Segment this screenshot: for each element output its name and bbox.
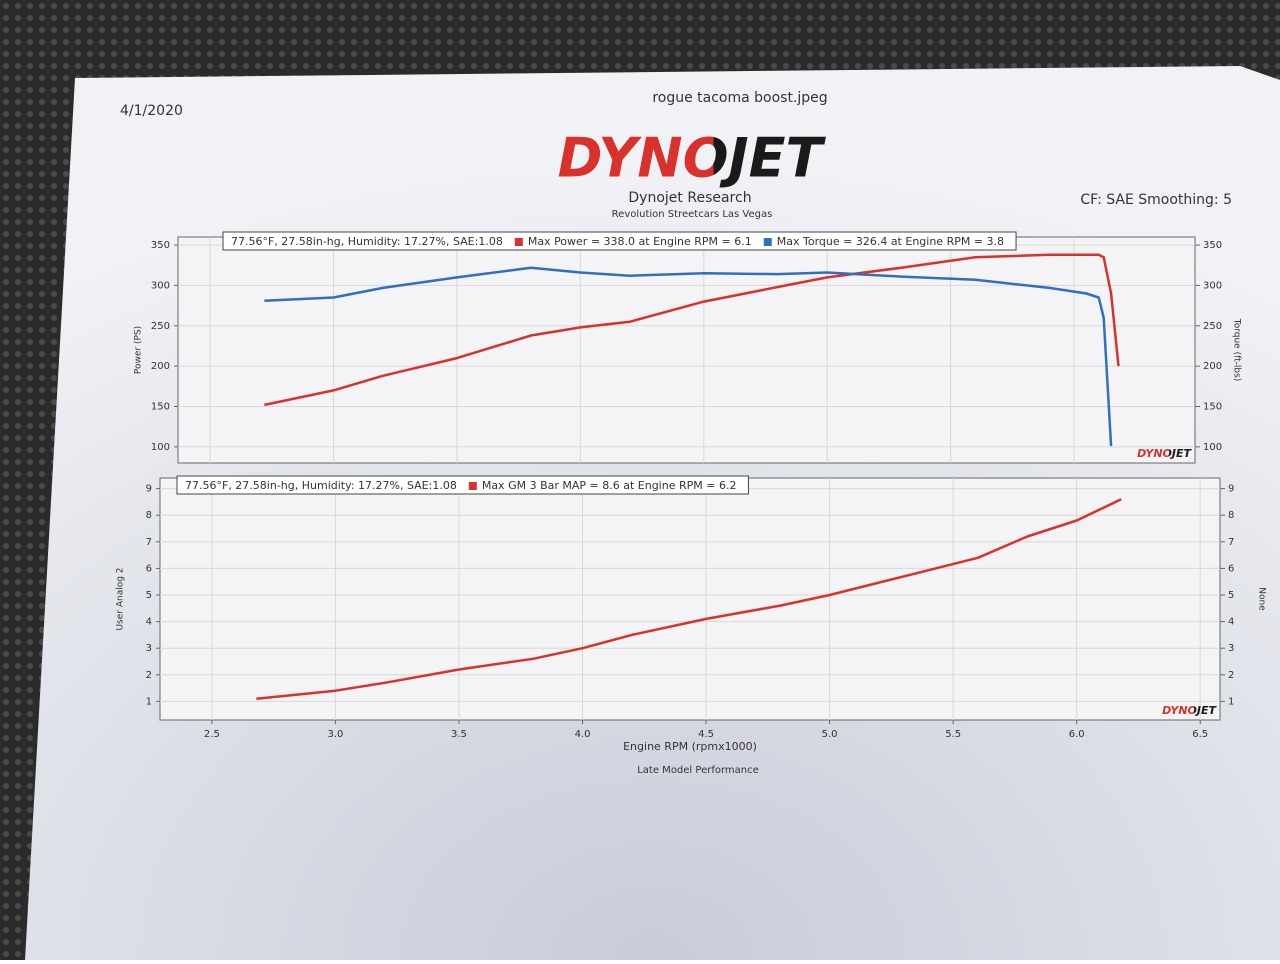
profile: Late Model Performance: [637, 765, 759, 776]
legend-entry: Max Power = 338.0 at Engine RPM = 6.1: [528, 235, 752, 248]
x-tick-label: 6.0: [1069, 729, 1085, 740]
y-tick-label: 5: [146, 590, 152, 601]
legend-header: 77.56°F, 27.58in-hg, Humidity: 17.27%, S…: [231, 235, 503, 248]
legend-swatch: [763, 238, 772, 246]
y2-tick-label: 6: [1228, 563, 1234, 574]
filename: rogue tacoma boost.jpeg: [652, 90, 827, 106]
x-tick-label: 5.0: [822, 729, 838, 740]
y2-tick-label: 4: [1228, 617, 1234, 628]
logo: DYNOJET: [558, 127, 827, 190]
company: Dynojet Research: [628, 190, 751, 206]
series-line: [264, 253, 1120, 407]
y2-tick-label: 300: [1203, 280, 1222, 291]
y2-tick-label: 350: [1203, 240, 1222, 251]
y-tick-label: 4: [146, 617, 152, 628]
legend-entry: Max Torque = 326.4 at Engine RPM = 3.8: [777, 235, 1004, 248]
plot-area: [177, 236, 1196, 464]
y-tick-label: 150: [151, 402, 170, 413]
y-tick-label: 100: [151, 442, 170, 453]
x-tick-label: 3.0: [327, 729, 343, 740]
y-tick-label: 8: [146, 510, 152, 521]
x-tick-label: 4.0: [575, 729, 591, 740]
y2-tick-label: 9: [1228, 484, 1234, 495]
plot-area: [159, 477, 1221, 721]
legend: 77.56°F, 27.58in-hg, Humidity: 17.27%, S…: [176, 475, 749, 495]
legend-swatch: [468, 482, 477, 490]
x-axis-label: Engine RPM (rpmx1000): [623, 740, 757, 753]
x-tick-label: 5.5: [945, 729, 961, 740]
date: 4/1/2020: [120, 103, 183, 119]
y2-tick-label: 200: [1203, 361, 1222, 372]
y2-tick-label: 8: [1228, 510, 1234, 521]
y-tick-label: 3: [146, 643, 152, 654]
legend-entry: Max GM 3 Bar MAP = 8.6 at Engine RPM = 6…: [482, 479, 737, 492]
y-tick-label: 6: [146, 563, 152, 574]
y2-axis-label: None: [1257, 587, 1267, 611]
y-axis-label: Power (PS): [134, 326, 144, 374]
x-tick-label: 3.5: [451, 729, 467, 740]
y-axis-label: User Analog 2: [116, 567, 126, 630]
y-tick-label: 7: [146, 537, 152, 548]
y-tick-label: 9: [146, 484, 152, 495]
y-tick-label: 250: [151, 321, 170, 332]
y2-tick-label: 3: [1228, 643, 1234, 654]
y2-tick-label: 250: [1203, 321, 1222, 332]
x-tick-label: 4.5: [698, 729, 714, 740]
settings: CF: SAE Smoothing: 5: [1080, 192, 1232, 208]
y2-tick-label: 100: [1203, 442, 1222, 453]
y-tick-label: 1: [146, 696, 152, 707]
y-tick-label: 200: [151, 361, 170, 372]
y2-tick-label: 2: [1228, 670, 1234, 681]
watermark: DYNOJET: [1137, 447, 1192, 460]
y2-axis-label: Torque (ft-lbs): [1232, 318, 1242, 382]
y2-tick-label: 5: [1228, 590, 1234, 601]
series-line: [256, 498, 1122, 700]
watermark: DYNOJET: [1162, 704, 1217, 717]
y-tick-label: 300: [151, 280, 170, 291]
legend-box: [176, 475, 749, 495]
y-tick-label: 350: [151, 240, 170, 251]
y2-tick-label: 7: [1228, 537, 1234, 548]
x-tick-label: 2.5: [204, 729, 220, 740]
shop: Revolution Streetcars Las Vegas: [612, 209, 773, 220]
y-tick-label: 2: [146, 670, 152, 681]
series-line: [264, 266, 1113, 447]
y2-tick-label: 1: [1228, 696, 1234, 707]
y2-tick-label: 150: [1203, 402, 1222, 413]
legend-header: 77.56°F, 27.58in-hg, Humidity: 17.27%, S…: [185, 479, 457, 492]
legend-swatch: [514, 238, 523, 246]
legend-box: [222, 231, 1017, 251]
legend: 77.56°F, 27.58in-hg, Humidity: 17.27%, S…: [222, 231, 1017, 251]
x-tick-label: 6.5: [1192, 729, 1208, 740]
